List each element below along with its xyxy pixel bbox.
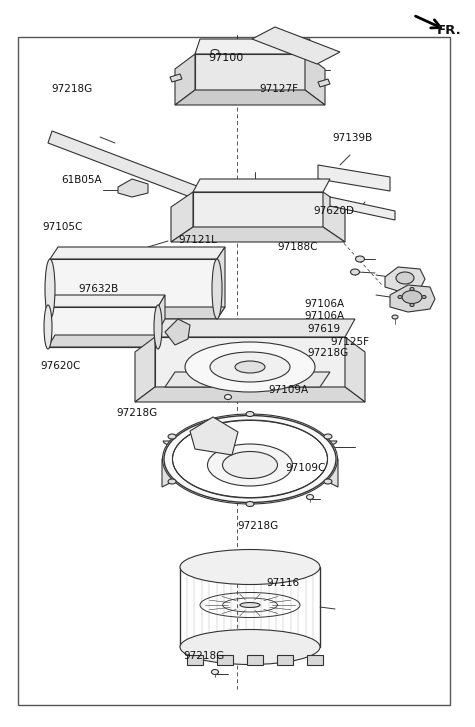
- Text: 97218G: 97218G: [308, 348, 349, 358]
- Text: 97109C: 97109C: [285, 463, 325, 473]
- Ellipse shape: [351, 269, 360, 275]
- Polygon shape: [307, 655, 323, 665]
- Text: 61B05A: 61B05A: [62, 174, 103, 185]
- Ellipse shape: [235, 361, 265, 373]
- Ellipse shape: [246, 502, 254, 507]
- Polygon shape: [171, 227, 345, 242]
- Ellipse shape: [208, 444, 293, 486]
- Polygon shape: [155, 319, 355, 337]
- Ellipse shape: [154, 305, 162, 349]
- Polygon shape: [390, 285, 435, 312]
- Polygon shape: [247, 655, 263, 665]
- Ellipse shape: [172, 420, 327, 498]
- Polygon shape: [193, 192, 323, 227]
- Ellipse shape: [324, 479, 332, 484]
- Ellipse shape: [45, 259, 55, 319]
- Text: FR.: FR.: [437, 24, 462, 37]
- Text: 97619: 97619: [308, 324, 341, 334]
- Text: 97218G: 97218G: [51, 84, 93, 94]
- Ellipse shape: [306, 494, 314, 499]
- Polygon shape: [135, 387, 365, 402]
- Text: 97121L: 97121L: [178, 235, 217, 245]
- Text: 97106A: 97106A: [304, 310, 344, 321]
- Ellipse shape: [410, 303, 414, 307]
- Ellipse shape: [180, 550, 320, 585]
- Polygon shape: [187, 655, 203, 665]
- Polygon shape: [158, 295, 165, 347]
- Ellipse shape: [392, 315, 398, 319]
- Text: 97188C: 97188C: [278, 242, 318, 252]
- Ellipse shape: [240, 603, 260, 608]
- Polygon shape: [190, 417, 238, 455]
- Text: 97139B: 97139B: [332, 133, 373, 143]
- Polygon shape: [118, 179, 148, 197]
- Polygon shape: [171, 192, 193, 242]
- Polygon shape: [48, 131, 210, 203]
- Text: 97218G: 97218G: [183, 651, 224, 661]
- Polygon shape: [328, 455, 338, 487]
- Polygon shape: [175, 54, 195, 105]
- Polygon shape: [165, 319, 190, 345]
- Polygon shape: [175, 90, 325, 105]
- Ellipse shape: [44, 305, 52, 349]
- Polygon shape: [50, 247, 225, 259]
- Polygon shape: [135, 337, 155, 402]
- Ellipse shape: [246, 411, 254, 417]
- Polygon shape: [277, 655, 293, 665]
- Text: 97116: 97116: [266, 578, 299, 588]
- Text: 97127F: 97127F: [259, 84, 298, 94]
- Polygon shape: [323, 192, 345, 242]
- Polygon shape: [318, 165, 390, 191]
- Ellipse shape: [410, 287, 414, 291]
- Text: 97632B: 97632B: [78, 284, 119, 294]
- Ellipse shape: [355, 256, 364, 262]
- Ellipse shape: [162, 414, 338, 504]
- Polygon shape: [155, 337, 345, 387]
- Polygon shape: [345, 337, 365, 402]
- Text: 97620D: 97620D: [314, 206, 354, 216]
- Ellipse shape: [211, 670, 218, 675]
- Ellipse shape: [222, 451, 277, 478]
- Text: 97620C: 97620C: [40, 361, 81, 371]
- Text: 97100: 97100: [208, 53, 243, 63]
- Polygon shape: [48, 295, 165, 307]
- Polygon shape: [48, 335, 165, 347]
- Ellipse shape: [185, 342, 315, 392]
- Polygon shape: [163, 441, 337, 453]
- Text: 97109A: 97109A: [268, 385, 308, 395]
- Text: 97106A: 97106A: [304, 299, 344, 309]
- Ellipse shape: [324, 434, 332, 439]
- Polygon shape: [305, 54, 325, 105]
- Polygon shape: [195, 54, 305, 90]
- Text: 97105C: 97105C: [43, 222, 83, 232]
- Ellipse shape: [225, 395, 231, 400]
- Polygon shape: [162, 455, 172, 487]
- Ellipse shape: [398, 295, 402, 299]
- Ellipse shape: [168, 434, 176, 439]
- Polygon shape: [195, 39, 310, 54]
- Polygon shape: [48, 307, 158, 347]
- Polygon shape: [50, 259, 217, 319]
- Polygon shape: [252, 27, 340, 64]
- Polygon shape: [165, 372, 330, 387]
- Polygon shape: [217, 655, 233, 665]
- Text: 97218G: 97218G: [116, 408, 158, 418]
- Polygon shape: [217, 247, 225, 319]
- Polygon shape: [170, 74, 182, 82]
- Polygon shape: [50, 307, 225, 319]
- Ellipse shape: [402, 291, 422, 303]
- Ellipse shape: [210, 352, 290, 382]
- Ellipse shape: [168, 479, 176, 484]
- Ellipse shape: [211, 49, 219, 55]
- Polygon shape: [193, 179, 330, 192]
- Polygon shape: [330, 197, 395, 220]
- Ellipse shape: [396, 272, 414, 284]
- Text: 97125F: 97125F: [330, 337, 369, 347]
- Text: 97218G: 97218G: [238, 521, 279, 531]
- Ellipse shape: [180, 630, 320, 664]
- Polygon shape: [385, 267, 425, 291]
- Polygon shape: [318, 79, 330, 87]
- Ellipse shape: [422, 295, 426, 299]
- Ellipse shape: [212, 259, 222, 319]
